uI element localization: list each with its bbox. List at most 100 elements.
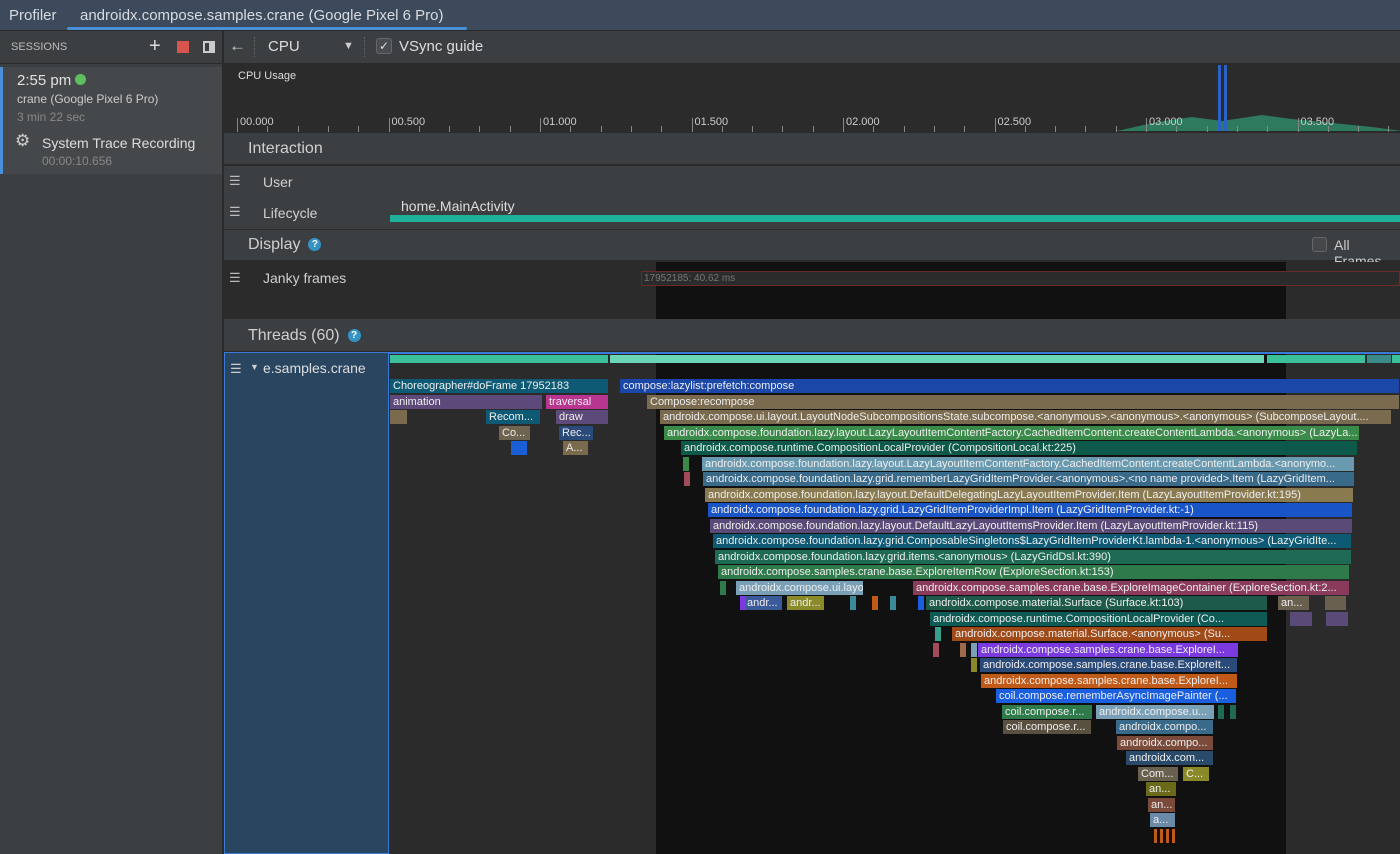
trace-slice[interactable]: androidx.compose.material.Surface.<anony… — [952, 627, 1267, 641]
stop-icon[interactable] — [177, 41, 189, 53]
trace-slice[interactable] — [850, 596, 856, 610]
vsync-label: VSync guide — [399, 38, 484, 55]
trace-slice[interactable]: A... — [563, 441, 588, 455]
trace-slice[interactable]: androidx.compose.foundation.lazy.layout.… — [710, 518, 1352, 533]
trace-slice[interactable]: Recom... — [486, 410, 540, 424]
trace-slice[interactable]: coil.compose.r... — [1003, 720, 1091, 734]
chevron-down-icon[interactable]: ▼ — [343, 40, 354, 52]
trace-slice[interactable] — [683, 457, 689, 471]
tab-session[interactable]: androidx.compose.samples.crane (Google P… — [80, 7, 444, 24]
trace-slice[interactable]: androidx.compose.runtime.CompositionLoca… — [930, 611, 1267, 626]
trace-slice[interactable]: Co... — [499, 425, 530, 440]
trace-slice[interactable] — [1230, 705, 1236, 719]
trace-slice[interactable] — [511, 441, 527, 455]
add-session-icon[interactable]: + — [149, 35, 161, 57]
trace-slice[interactable] — [1160, 829, 1163, 843]
trace-slice[interactable]: androidx.compose.samples.crane.base.Expl… — [981, 673, 1237, 688]
all-frames-checkbox[interactable] — [1312, 237, 1327, 252]
trace-slice[interactable]: an... — [1148, 797, 1175, 812]
trace-slice[interactable]: androidx.compose.foundation.lazy.layout.… — [705, 487, 1353, 502]
trace-slice[interactable] — [935, 627, 941, 641]
trace-slice[interactable] — [1218, 705, 1224, 719]
trace-slice[interactable] — [933, 643, 939, 657]
janky-frames-row-label[interactable]: ☰ Janky frames — [224, 262, 389, 316]
tab-profiler[interactable]: Profiler — [9, 7, 57, 24]
trace-slice[interactable]: androidx.compose.samples.crane.base.Expl… — [980, 658, 1237, 672]
trace-slice[interactable]: traversal — [546, 394, 608, 409]
trace-slice[interactable]: coil.compose.rememberAsyncImagePainter (… — [996, 689, 1236, 703]
trace-slice[interactable]: compose:lazylist:prefetch:compose — [620, 379, 1399, 393]
cpu-usage-area — [1117, 65, 1400, 131]
help-icon[interactable]: ? — [347, 329, 361, 342]
trace-slice[interactable]: androidx.compose.samples.crane.base.Expl… — [913, 580, 1349, 595]
ruler-major-tick — [843, 118, 844, 132]
trace-slice[interactable] — [740, 596, 746, 610]
trace-slice[interactable] — [1325, 596, 1346, 610]
trace-slice[interactable] — [960, 643, 966, 657]
trace-slice[interactable]: androidx.compose.foundation.lazy.grid.it… — [715, 549, 1351, 564]
trace-slice[interactable] — [720, 581, 726, 595]
trace-slice[interactable]: Com... — [1138, 766, 1178, 781]
trace-slice[interactable]: coil.compose.r... — [1002, 704, 1092, 719]
trace-slice[interactable] — [390, 410, 407, 424]
ruler-major-tick — [691, 118, 693, 132]
trace-slice[interactable]: Choreographer#doFrame 17952183 — [390, 379, 608, 393]
trace-slice[interactable]: C... — [1183, 766, 1209, 781]
vsync-checkbox[interactable]: ✓ — [376, 38, 392, 54]
cpu-usage-chart[interactable]: CPU Usage 00.000 00.500 01.000 01.500 02.000… — [232, 65, 1400, 132]
trace-slice[interactable]: andr... — [744, 596, 782, 610]
thread-label[interactable]: ☰ ▼ e.samples.crane — [224, 352, 389, 854]
trace-slice[interactable]: androidx.compose.u... — [1096, 704, 1214, 719]
display-title: Display — [248, 236, 301, 253]
trace-slice[interactable]: androidx.compo... — [1116, 720, 1213, 734]
live-status-icon — [75, 74, 87, 85]
trace-slice[interactable]: animation — [390, 394, 542, 409]
trace-slice[interactable] — [971, 643, 977, 657]
collapse-panel-icon[interactable] — [203, 41, 215, 53]
trace-slice[interactable] — [872, 596, 878, 610]
profiler-select[interactable]: CPU — [268, 38, 300, 55]
back-button[interactable]: ← — [229, 36, 246, 55]
trace-slice[interactable] — [1154, 829, 1157, 843]
trace-slice[interactable] — [918, 596, 924, 610]
trace-slice[interactable]: androidx.compose.foundation.lazy.grid.Co… — [713, 534, 1351, 548]
trace-slice[interactable] — [971, 658, 977, 672]
ruler-minor-tick — [873, 126, 875, 132]
trace-slice[interactable]: androidx.compose.ui.layout.m... — [736, 580, 863, 595]
janky-frame-bar[interactable]: 17952185: 40.62 ms — [641, 271, 1400, 286]
trace-slice[interactable]: a... — [1150, 813, 1175, 827]
trace-slice[interactable]: draw — [556, 410, 608, 424]
trace-slice[interactable]: andr... — [787, 596, 824, 610]
trace-slice[interactable] — [684, 472, 690, 486]
trace-slice[interactable]: androidx.compose.material.Surface (Surfa… — [926, 596, 1267, 610]
lifecycle-event-bar[interactable] — [390, 215, 1400, 222]
trace-slice[interactable]: Rec... — [559, 425, 593, 440]
trace-slice[interactable] — [1166, 829, 1169, 843]
trace-slice[interactable]: androidx.compose.runtime.CompositionLoca… — [681, 441, 1357, 455]
trace-slice[interactable]: androidx.com... — [1126, 751, 1213, 765]
recording-title[interactable]: System Trace Recording — [42, 135, 196, 151]
trace-slice[interactable] — [1290, 612, 1312, 626]
trace-slice[interactable]: an... — [1278, 596, 1309, 610]
trace-slice[interactable]: androidx.compose.foundation.lazy.grid.La… — [708, 503, 1352, 517]
user-row-label[interactable]: ☰ User — [224, 166, 389, 197]
session-item[interactable]: 2:55 pm crane (Google Pixel 6 Pro) 3 min… — [0, 67, 222, 174]
trace-slice[interactable] — [1172, 829, 1175, 843]
trace-slice[interactable]: androidx.compo... — [1117, 735, 1213, 750]
thread-state-bar — [1367, 355, 1391, 363]
trace-slice[interactable] — [890, 596, 896, 610]
trace-slice[interactable]: an... — [1146, 782, 1176, 796]
session-device: crane (Google Pixel 6 Pro) — [17, 92, 159, 106]
interaction-header: Interaction — [224, 133, 1400, 165]
trace-slice[interactable]: androidx.compose.foundation.lazy.layout.… — [664, 425, 1359, 440]
trace-slice[interactable]: Compose:recompose — [647, 394, 1399, 409]
trace-slice[interactable]: androidx.compose.samples.crane.base.Expl… — [718, 565, 1349, 579]
help-icon[interactable]: ? — [308, 238, 322, 251]
trace-slice[interactable]: androidx.compose.samples.crane.base.Expl… — [978, 642, 1238, 657]
trace-slice[interactable]: androidx.compose.foundation.lazy.grid.re… — [703, 472, 1354, 486]
trace-slice[interactable] — [1326, 612, 1348, 626]
trace-slice[interactable]: androidx.compose.foundation.lazy.layout.… — [702, 456, 1354, 471]
trace-slice[interactable]: androidx.compose.ui.layout.LayoutNodeSub… — [660, 410, 1391, 424]
lifecycle-row-label[interactable]: ☰ Lifecycle — [224, 197, 389, 229]
active-tab-indicator — [67, 27, 467, 30]
